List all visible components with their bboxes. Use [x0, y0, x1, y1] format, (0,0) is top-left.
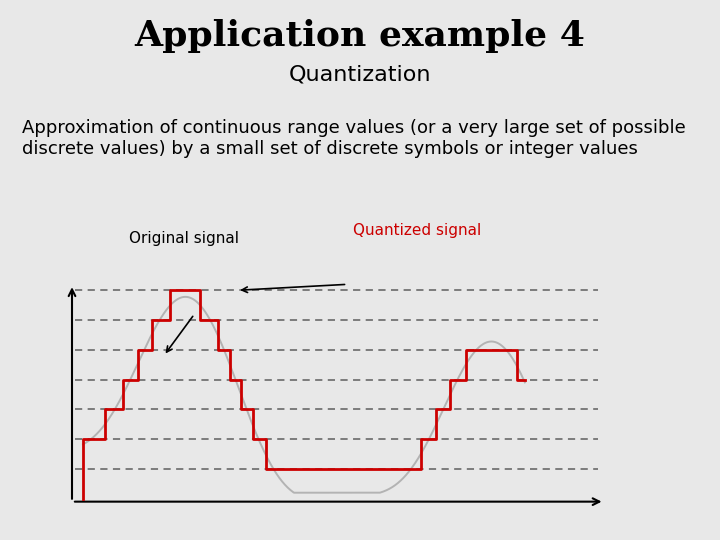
Text: Original signal: Original signal	[129, 231, 238, 246]
Text: Quantization: Quantization	[289, 65, 431, 85]
Text: Quantized signal: Quantized signal	[354, 222, 482, 238]
Text: Application example 4: Application example 4	[135, 19, 585, 53]
Text: Approximation of continuous range values (or a very large set of possible
discre: Approximation of continuous range values…	[22, 119, 685, 158]
